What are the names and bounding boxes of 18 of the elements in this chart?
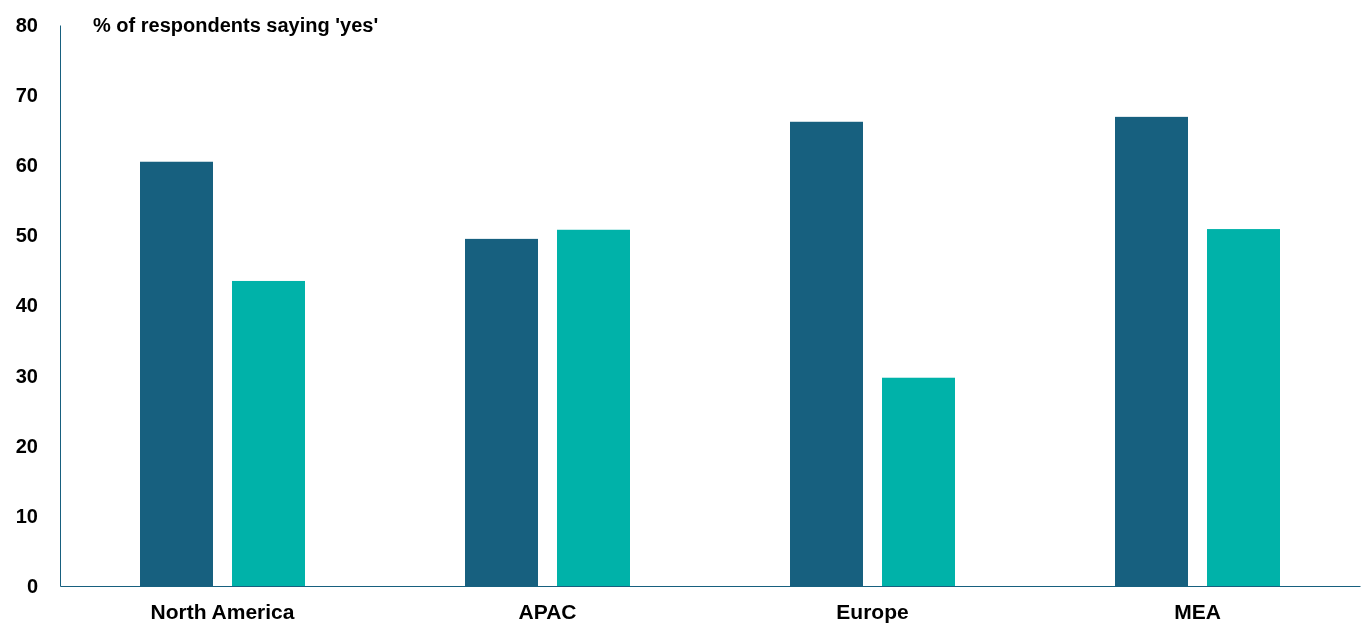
x-tick-label: Europe — [836, 599, 909, 623]
y-tick-label: 80 — [15, 13, 38, 36]
bar — [882, 377, 955, 586]
x-tick-label: North America — [150, 599, 295, 623]
y-tick-label: 10 — [15, 504, 38, 527]
y-axis-title: % of respondents saying 'yes' — [93, 14, 379, 36]
y-tick-label: 70 — [15, 84, 38, 107]
bar — [557, 229, 630, 586]
bar — [1207, 229, 1280, 586]
y-tick-label: 30 — [15, 364, 38, 387]
y-tick-label: 20 — [15, 434, 38, 457]
bar — [232, 280, 305, 586]
y-tick-label: 50 — [15, 224, 38, 247]
y-tick-label: 60 — [15, 154, 38, 177]
x-tick-label: APAC — [518, 599, 577, 623]
y-tick-label: 40 — [15, 294, 38, 317]
y-tick-label: 0 — [26, 574, 38, 597]
x-tick-label: MEA — [1174, 599, 1221, 623]
